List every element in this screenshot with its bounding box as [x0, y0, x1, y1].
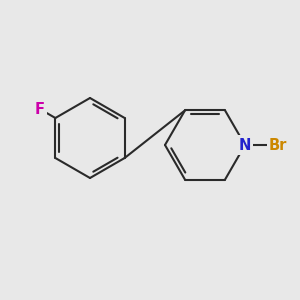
Text: F: F	[35, 101, 45, 116]
Text: Br: Br	[269, 137, 287, 152]
Text: N: N	[239, 137, 251, 152]
